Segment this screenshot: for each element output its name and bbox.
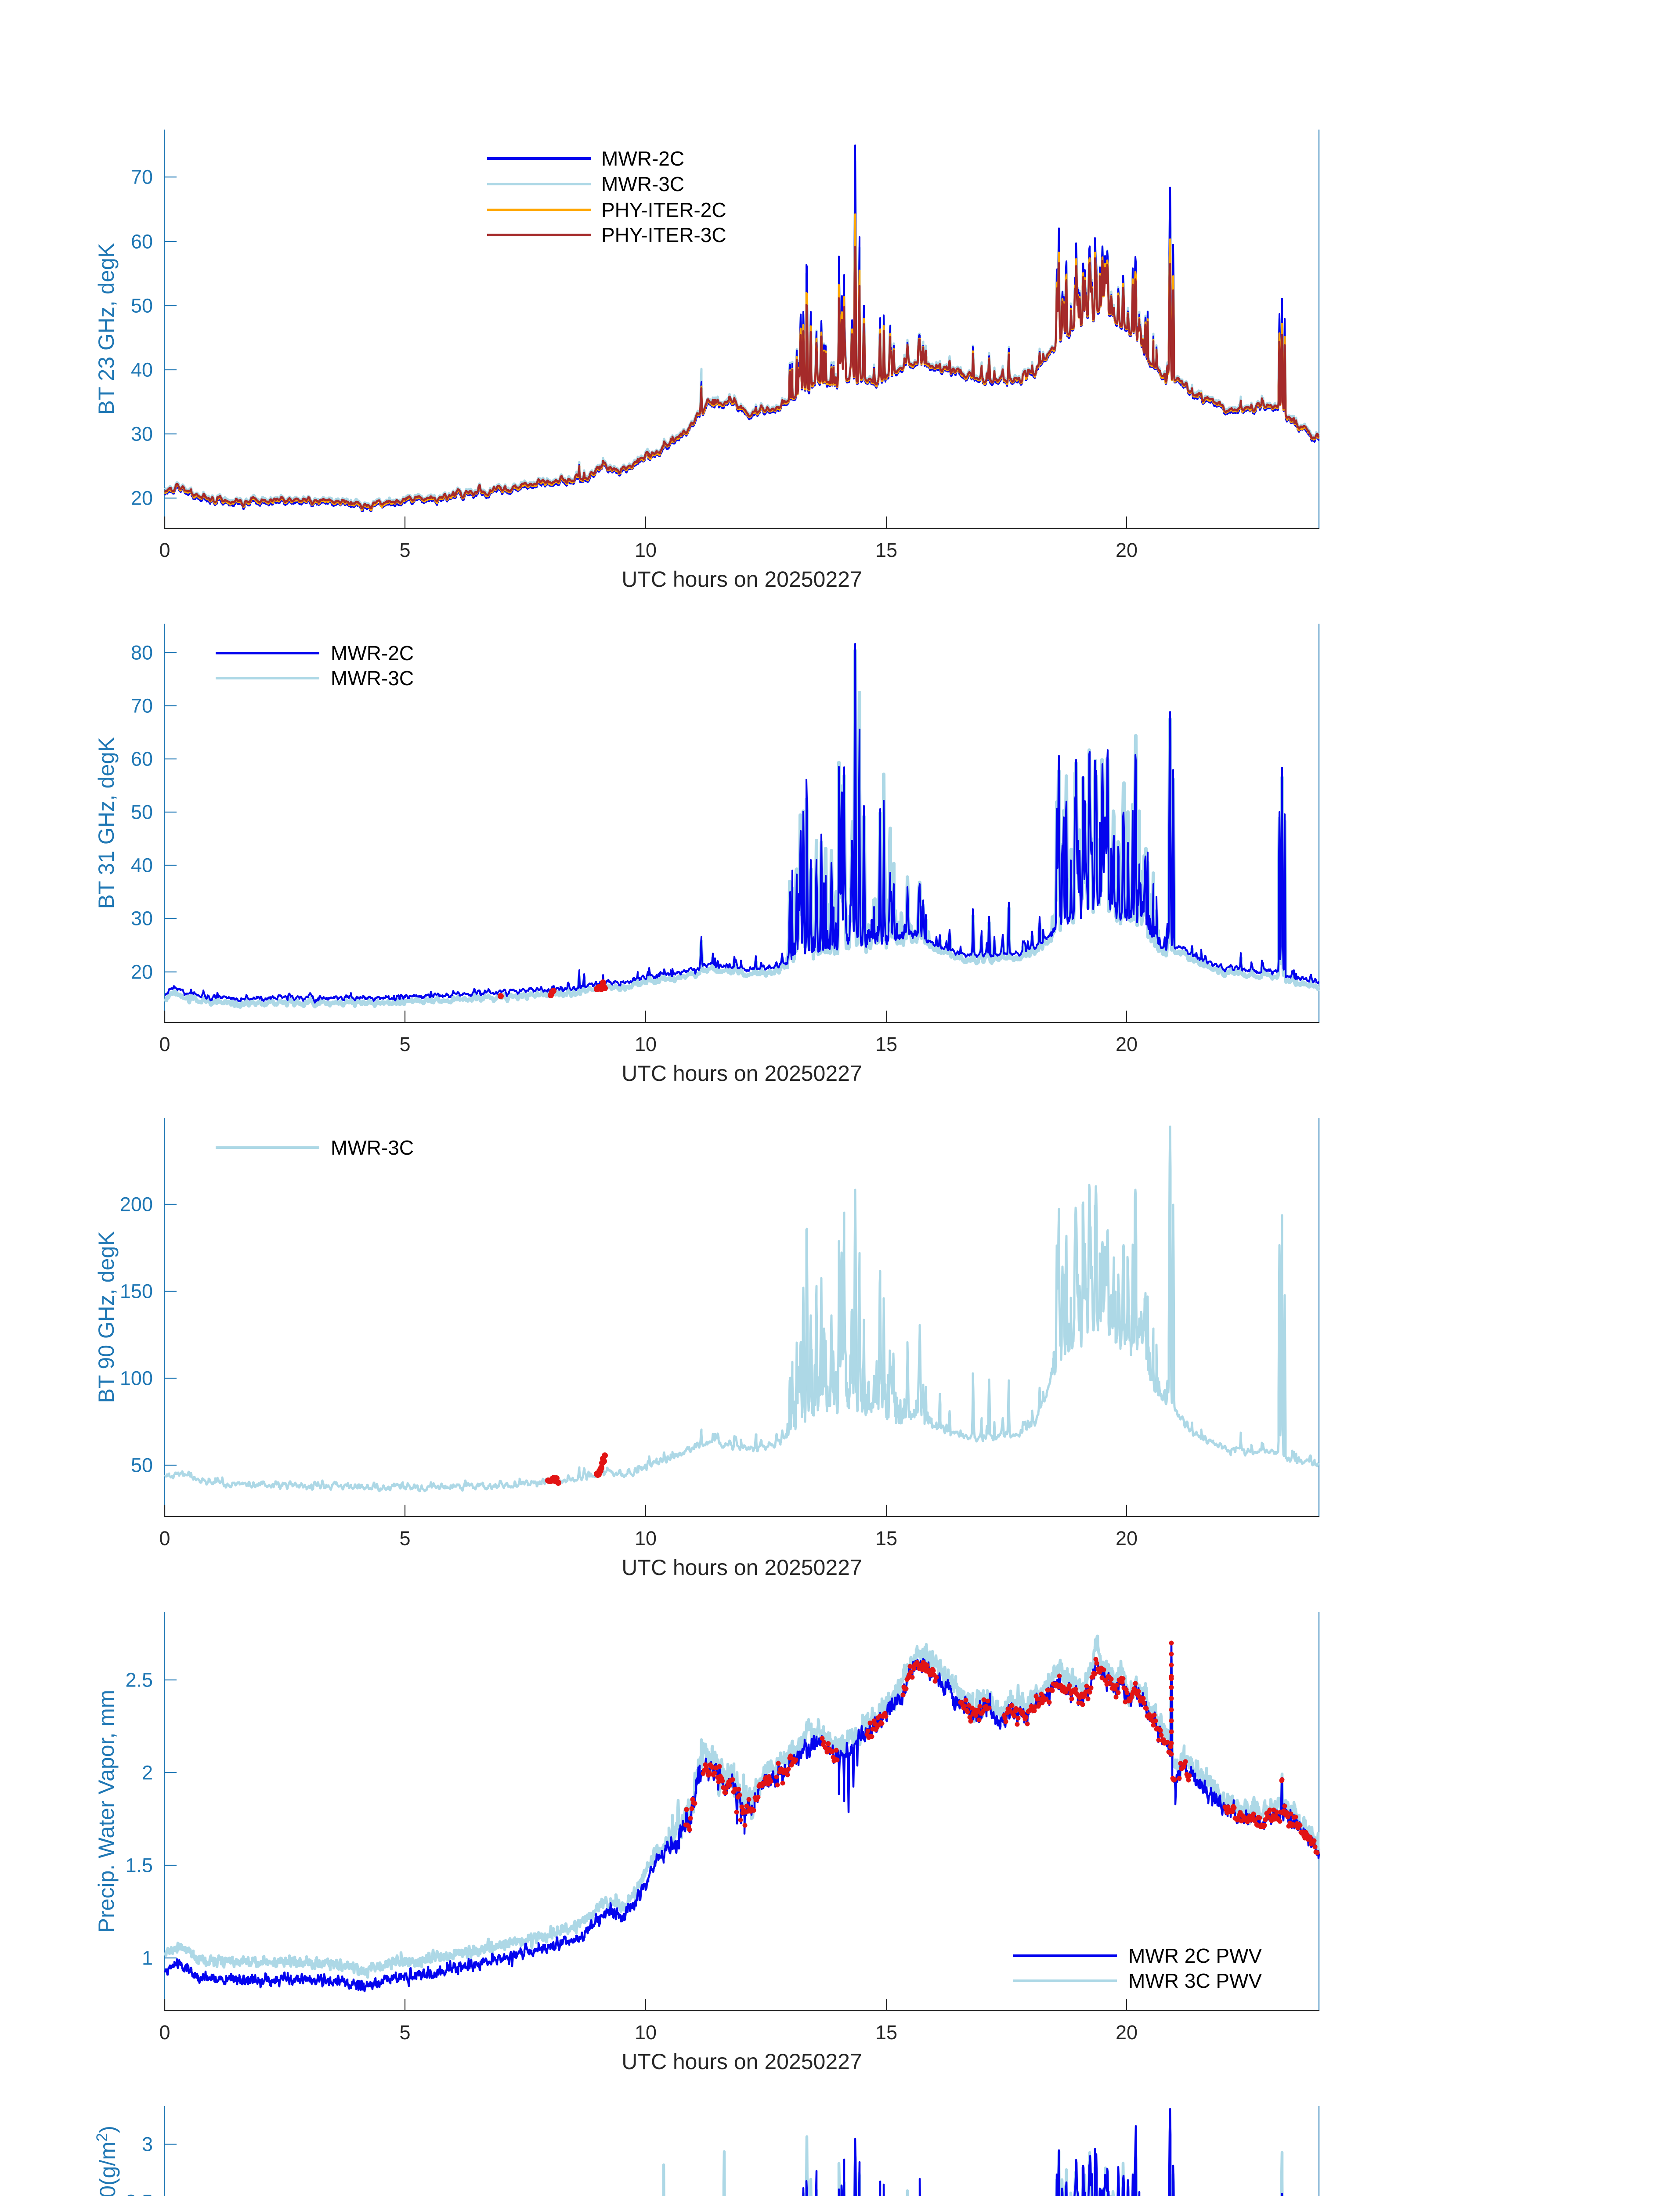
svg-text:70: 70 xyxy=(131,695,153,717)
svg-text:2: 2 xyxy=(142,1762,153,1784)
svg-text:30: 30 xyxy=(131,423,153,445)
svg-text:MWR-3C: MWR-3C xyxy=(331,1136,414,1159)
svg-text:40: 40 xyxy=(131,854,153,877)
svg-text:50: 50 xyxy=(131,801,153,824)
svg-text:2.5: 2.5 xyxy=(125,1669,153,1691)
svg-text:15: 15 xyxy=(875,539,897,561)
svg-text:20: 20 xyxy=(1116,1033,1138,1055)
svg-text:100: 100 xyxy=(120,1367,153,1390)
svg-text:Precip. Water Vapor, mm: Precip. Water Vapor, mm xyxy=(94,1690,119,1933)
svg-text:5: 5 xyxy=(399,2021,410,2044)
svg-text:50: 50 xyxy=(131,1454,153,1477)
svg-text:60: 60 xyxy=(131,748,153,770)
svg-text:UTC hours on 20250227: UTC hours on 20250227 xyxy=(621,567,862,592)
svg-text:UTC hours on 20250227: UTC hours on 20250227 xyxy=(621,2049,862,2074)
svg-text:UTC hours on 20250227: UTC hours on 20250227 xyxy=(621,1061,862,1086)
svg-text:PHY-ITER-3C: PHY-ITER-3C xyxy=(601,224,726,246)
svg-text:15: 15 xyxy=(875,2021,897,2044)
svg-text:2.5: 2.5 xyxy=(125,2191,153,2196)
svg-text:20: 20 xyxy=(131,961,153,983)
svg-text:MWR 3C PWV: MWR 3C PWV xyxy=(1128,1969,1262,1992)
svg-text:10: 10 xyxy=(635,2021,657,2044)
svg-text:0: 0 xyxy=(159,2021,170,2044)
svg-text:40: 40 xyxy=(131,359,153,381)
svg-text:5: 5 xyxy=(399,539,410,561)
svg-text:80: 80 xyxy=(131,642,153,664)
svg-text:PHY-ITER-2C: PHY-ITER-2C xyxy=(601,199,726,221)
svg-text:10: 10 xyxy=(635,539,657,561)
svg-text:20: 20 xyxy=(1116,1527,1138,1549)
svg-text:0: 0 xyxy=(159,1033,170,1055)
svg-text:15: 15 xyxy=(875,1527,897,1549)
svg-text:20: 20 xyxy=(1116,539,1138,561)
svg-text:MWR-3C: MWR-3C xyxy=(601,173,684,195)
svg-text:10: 10 xyxy=(635,1033,657,1055)
svg-text:10: 10 xyxy=(635,1527,657,1549)
svg-text:MWR 2C PWV: MWR 2C PWV xyxy=(1128,1944,1262,1967)
svg-text:70: 70 xyxy=(131,166,153,188)
svg-text:MWR-2C: MWR-2C xyxy=(331,642,414,665)
svg-text:1.5: 1.5 xyxy=(125,1854,153,1877)
svg-text:UTC hours on 20250227: UTC hours on 20250227 xyxy=(621,1555,862,1580)
svg-text:5: 5 xyxy=(399,1527,410,1549)
svg-text:200: 200 xyxy=(120,1193,153,1216)
svg-text:20: 20 xyxy=(1116,2021,1138,2044)
svg-text:150: 150 xyxy=(120,1280,153,1303)
svg-text:15: 15 xyxy=(875,1033,897,1055)
svg-text:BT 23 GHz, degK: BT 23 GHz, degK xyxy=(94,243,119,415)
svg-text:MWR-2C: MWR-2C xyxy=(601,147,684,170)
svg-text:MWR-3C: MWR-3C xyxy=(331,667,414,690)
svg-text:5: 5 xyxy=(399,1033,410,1055)
svg-text:0: 0 xyxy=(159,539,170,561)
svg-text:0: 0 xyxy=(159,1527,170,1549)
svg-text:3: 3 xyxy=(142,2133,153,2156)
svg-text:1: 1 xyxy=(142,1947,153,1969)
svg-text:50: 50 xyxy=(131,295,153,317)
svg-text:30: 30 xyxy=(131,907,153,930)
svg-text:BT 90 GHz, degK: BT 90 GHz, degK xyxy=(94,1232,119,1403)
svg-text:20: 20 xyxy=(131,487,153,509)
svg-text:60: 60 xyxy=(131,231,153,253)
svg-text:BT 31 GHz, degK: BT 31 GHz, degK xyxy=(94,737,119,909)
